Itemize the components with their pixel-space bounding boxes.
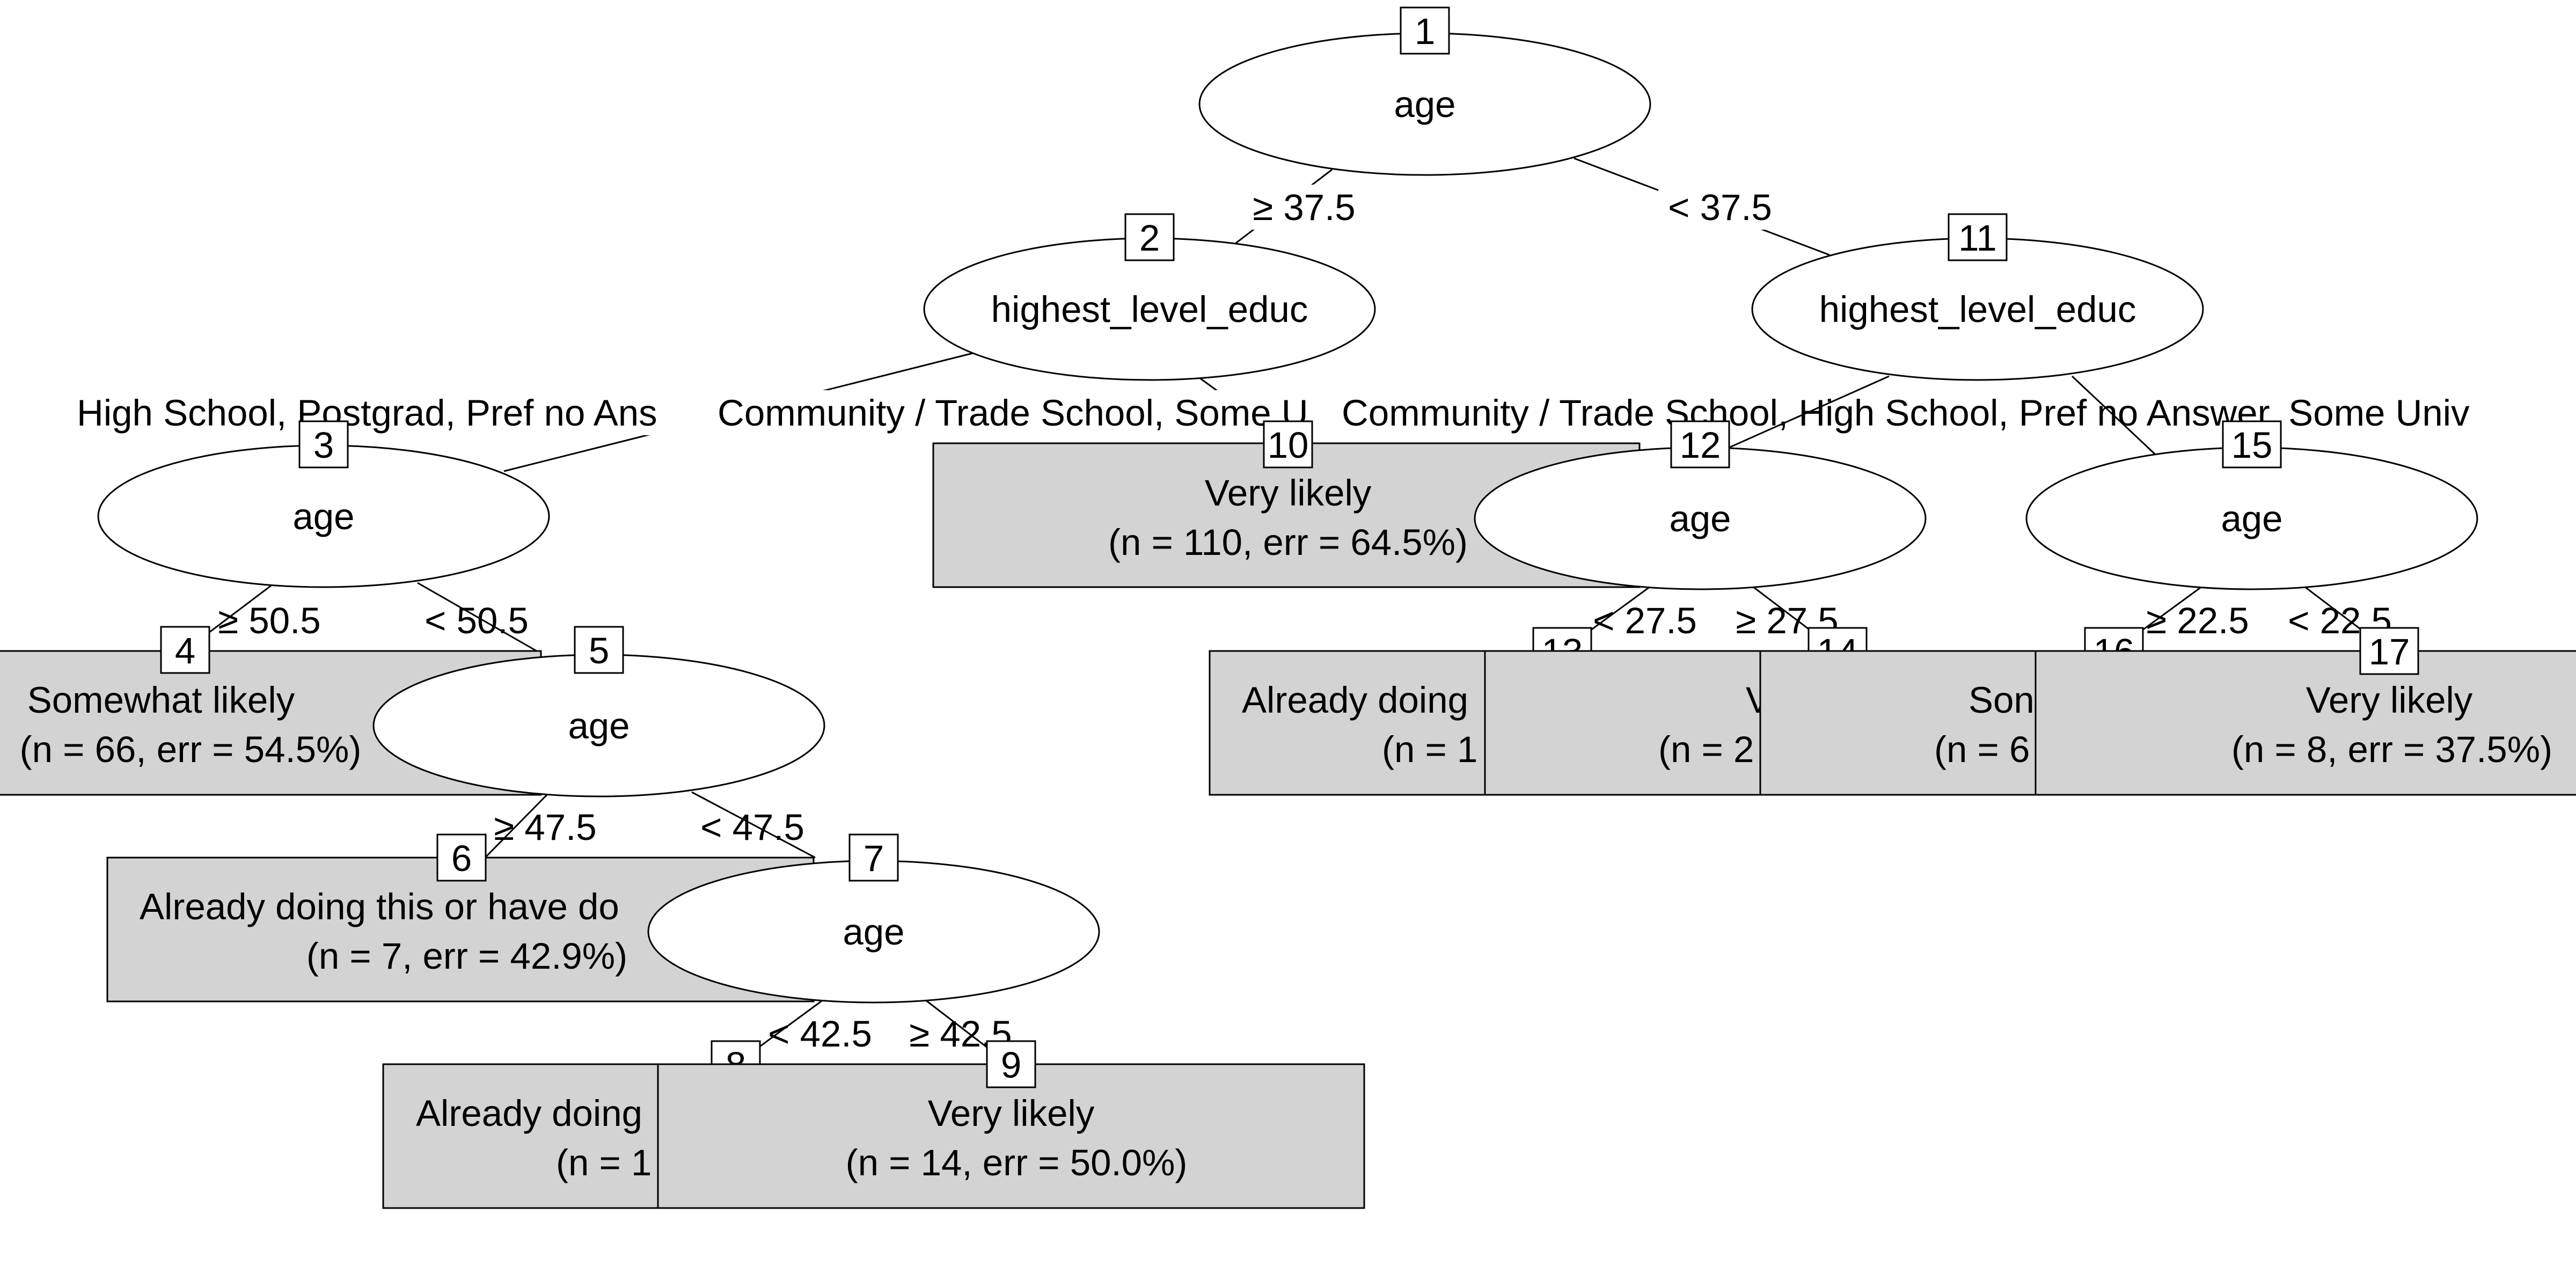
node-4-id: 4 <box>175 630 195 671</box>
leaf-14-stats: (n = 2 <box>1658 729 1754 770</box>
leaf-17-class: Very likely <box>2306 679 2473 721</box>
edge-labels: ≥ 37.5 < 37.5 High School, Postgrad, Pre… <box>75 185 2470 1055</box>
node-5: age 5 <box>372 626 825 797</box>
edge-label-3-5: < 50.5 <box>425 600 529 641</box>
edge-label-11-12: Community / Trade School, High School, P… <box>1342 392 2470 434</box>
leaf-node-9: Very likely (n = 14, err = 50.0%) 9 <box>657 1040 1365 1209</box>
node-5-label: age <box>568 705 630 747</box>
node-11: highest_level_educ 11 <box>1751 213 2204 381</box>
node-11-label: highest_level_educ <box>1819 289 2136 330</box>
node-12: age 12 <box>1474 420 1927 590</box>
edge-label-1-11: < 37.5 <box>1668 187 1772 228</box>
node-6-id: 6 <box>451 838 472 879</box>
node-11-id: 11 <box>1958 217 1997 259</box>
node-9-id: 9 <box>1001 1044 1021 1086</box>
node-1: age 1 <box>1198 6 1651 176</box>
leaf-node-17: Very likely (n = 8, err = 37.5%) 17 <box>2035 627 2576 796</box>
leaf-9-stats: (n = 14, err = 50.0%) <box>846 1142 1188 1183</box>
node-15: age 15 <box>2025 420 2478 590</box>
edge-label-15-16: ≥ 22.5 <box>2146 600 2249 641</box>
node-12-id: 12 <box>1680 425 1721 466</box>
node-2-id: 2 <box>1139 217 1160 259</box>
leaf-10-stats: (n = 110, err = 64.5%) <box>1108 522 1468 563</box>
node-15-id: 15 <box>2231 425 2273 466</box>
edge-label-5-6: ≥ 47.5 <box>494 807 596 848</box>
edge-label-5-7: < 47.5 <box>700 807 804 848</box>
edge-5-7 <box>691 791 816 859</box>
edge-label-2-3: High School, Postgrad, Pref no Ans <box>77 392 657 434</box>
leaf-13-stats: (n = 1 <box>1382 729 1477 770</box>
node-7-id: 7 <box>863 838 884 879</box>
node-15-label: age <box>2221 498 2282 539</box>
node-3-id: 3 <box>313 425 334 466</box>
node-7-label: age <box>843 911 904 953</box>
leaf-13-class: Already doing <box>1242 679 1468 721</box>
node-2-label: highest_level_educ <box>991 289 1308 330</box>
edge-11-12 <box>1700 375 1890 462</box>
edge-label-2-10: Community / Trade School, Some U <box>718 392 1308 434</box>
edge-label-3-4: ≥ 50.5 <box>218 600 320 641</box>
leaf-8-stats: (n = 1 <box>556 1142 652 1183</box>
node-2: highest_level_educ 2 <box>923 213 1376 381</box>
leaf-16-stats: (n = 6 <box>1934 729 2030 770</box>
leaf-8-class: Already doing <box>416 1093 642 1134</box>
leaf-4-class: Somewhat likely <box>27 679 295 721</box>
leaf-10-class: Very likely <box>1205 472 1372 514</box>
edge-label-7-8: < 42.5 <box>768 1013 872 1055</box>
leaf-6-stats: (n = 7, err = 42.9%) <box>306 935 627 977</box>
node-1-id: 1 <box>1415 11 1435 52</box>
leaf-17-stats: (n = 8, err = 37.5%) <box>2231 729 2552 770</box>
node-12-label: age <box>1669 498 1731 539</box>
edge-5-6 <box>484 791 551 859</box>
node-17-id: 17 <box>2369 631 2410 672</box>
leaf-9-class: Very likely <box>928 1093 1095 1134</box>
edge-11-15 <box>2071 375 2163 462</box>
leaf-4-stats: (n = 66, err = 54.5%) <box>20 729 362 770</box>
leaf-16-class: Son <box>1968 679 2035 721</box>
node-3-label: age <box>292 496 354 537</box>
node-1-label: age <box>1394 84 1455 125</box>
edge-3-5 <box>417 582 537 652</box>
node-3: age 3 <box>97 420 550 588</box>
edge-label-1-2: ≥ 37.5 <box>1253 187 1355 228</box>
leaf-6-class: Already doing this or have do <box>140 886 619 927</box>
node-7: age 7 <box>647 833 1100 1004</box>
node-10-id: 10 <box>1268 425 1309 466</box>
node-5-id: 5 <box>589 630 609 671</box>
edge-label-12-13: < 27.5 <box>1593 600 1697 641</box>
